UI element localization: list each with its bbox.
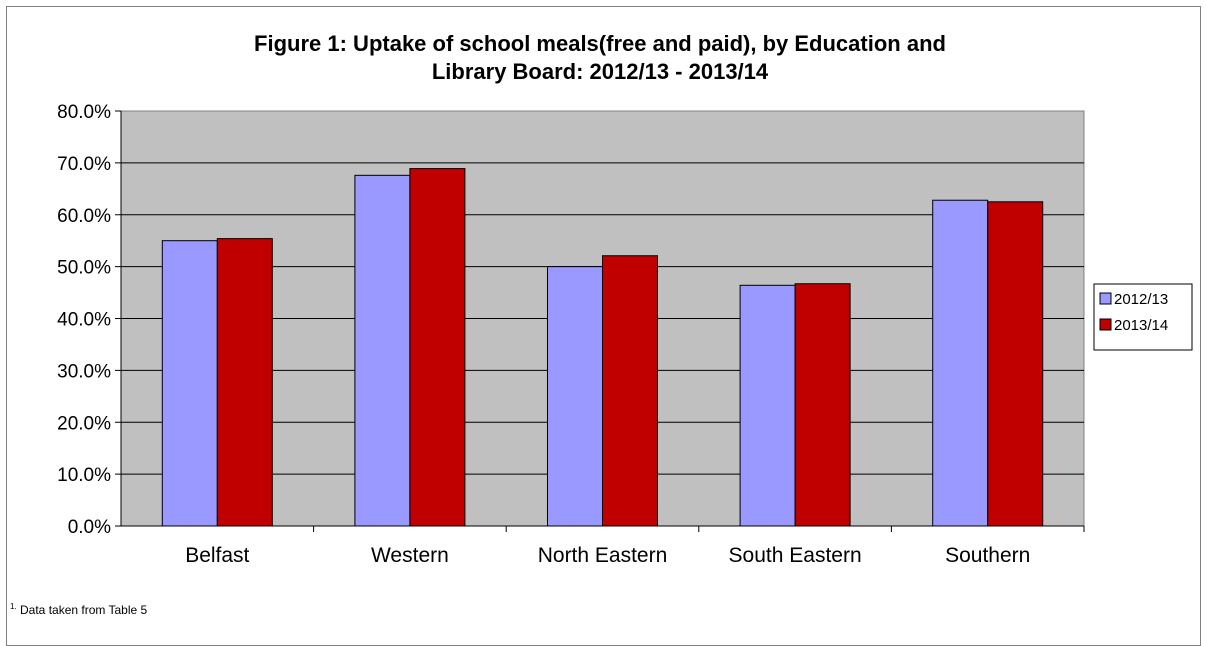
bar bbox=[216, 238, 273, 527]
legend-swatch bbox=[1099, 318, 1112, 331]
y-tick-label: 60.0% bbox=[57, 206, 111, 227]
y-tick-label: 10.0% bbox=[57, 465, 111, 486]
y-tick-label: 20.0% bbox=[57, 413, 111, 434]
bar bbox=[987, 201, 1044, 527]
bar-chart: 0.0% 10.0% 20.0% 30.0% 40.0% 50.0% 60.0% 70.0% 8… bbox=[57, 102, 1193, 567]
legend: 2012/13 2013/14 bbox=[1093, 283, 1193, 351]
footnote-marker: 1. bbox=[10, 602, 17, 611]
y-axis-ticks: 0.0% 10.0% 20.0% 30.0% 40.0% 50.0% 60.0% 70.0% 8… bbox=[57, 102, 122, 538]
bar bbox=[602, 255, 658, 527]
y-tick-label: 0.0% bbox=[68, 517, 111, 538]
bar bbox=[409, 168, 466, 527]
y-tick-label: 30.0% bbox=[57, 361, 111, 382]
x-axis-ticks: Belfast Western North Eastern South Eastern… bbox=[121, 525, 1085, 567]
bars bbox=[161, 168, 1044, 527]
bar bbox=[794, 283, 851, 527]
x-tick-label: North Eastern bbox=[538, 544, 668, 567]
x-tick-label: Southern bbox=[945, 544, 1030, 567]
legend-label: 2012/13 bbox=[1114, 291, 1168, 308]
legend-label: 2013/14 bbox=[1114, 317, 1168, 334]
bar bbox=[932, 199, 989, 527]
footnote: 1. Data taken from Table 5 bbox=[10, 602, 147, 617]
x-tick-label: Belfast bbox=[185, 544, 249, 567]
bar bbox=[547, 266, 603, 527]
chart-title-line-2: Library Board: 2012/13 - 2013/14 bbox=[431, 59, 769, 84]
bar bbox=[161, 240, 218, 527]
x-tick-label: Western bbox=[371, 544, 449, 567]
y-tick-label: 50.0% bbox=[57, 258, 111, 279]
bar bbox=[739, 284, 796, 527]
bar bbox=[354, 174, 411, 527]
y-tick-label: 70.0% bbox=[57, 154, 111, 175]
y-tick-label: 40.0% bbox=[57, 310, 111, 331]
x-tick-label: South Eastern bbox=[729, 544, 862, 567]
chart-title-line-1: Figure 1: Uptake of school meals(free an… bbox=[254, 31, 946, 56]
y-tick-label: 80.0% bbox=[57, 102, 111, 123]
chart-title: Figure 1: Uptake of school meals(free an… bbox=[120, 30, 1080, 86]
footnote-text: Data taken from Table 5 bbox=[16, 603, 148, 617]
legend-swatch bbox=[1099, 292, 1112, 305]
